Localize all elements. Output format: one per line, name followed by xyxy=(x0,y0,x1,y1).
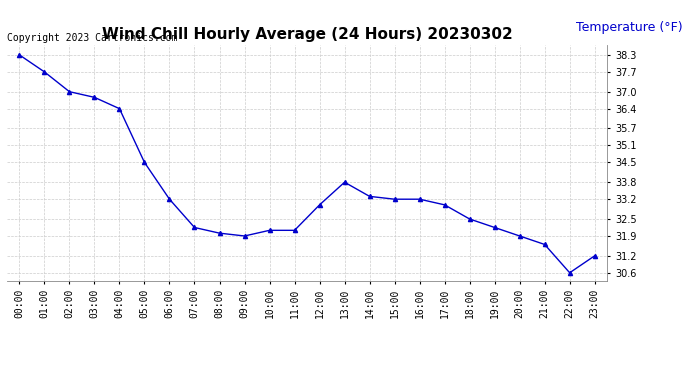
Text: Copyright 2023 Cartronics.com: Copyright 2023 Cartronics.com xyxy=(7,33,177,43)
Text: Temperature (°F): Temperature (°F) xyxy=(576,21,683,34)
Title: Wind Chill Hourly Average (24 Hours) 20230302: Wind Chill Hourly Average (24 Hours) 202… xyxy=(101,27,513,42)
